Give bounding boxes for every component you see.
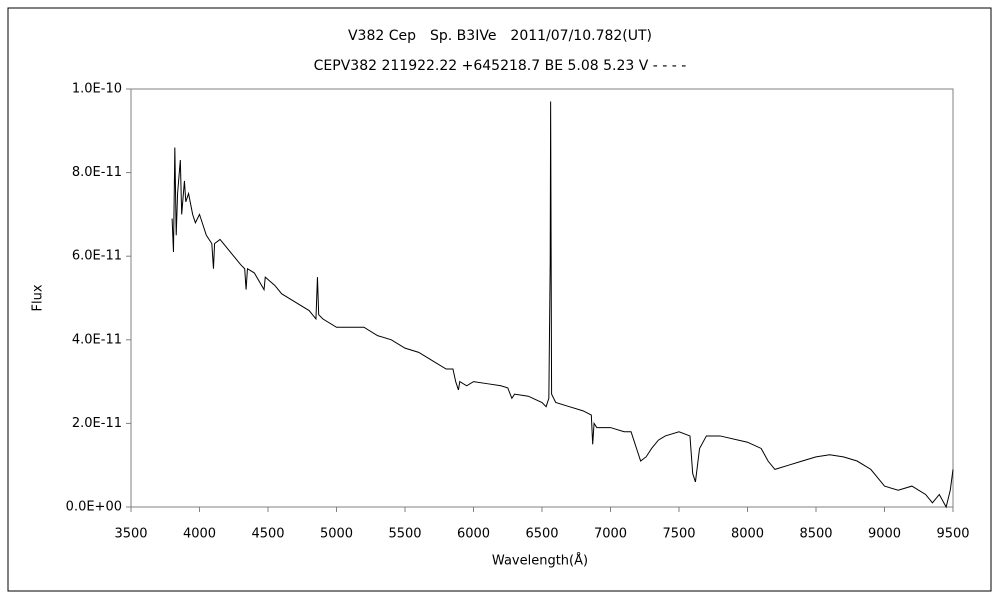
x-tick-label: 4500 [251,527,284,542]
x-tick-label: 6500 [525,527,558,542]
x-tick-label: 4000 [183,527,216,542]
plot-area [130,88,954,508]
x-tick-label: 8500 [799,527,832,542]
x-tick-label: 7000 [594,527,627,542]
y-tick-label: 0.0E+00 [66,500,122,515]
x-tick-label: 5000 [320,527,353,542]
x-tick-label: 7500 [662,527,695,542]
x-tick-label: 9000 [868,527,901,542]
spectrum-line [171,101,954,509]
y-tick-label: 1.0E-10 [72,82,122,97]
x-tick-label: 6000 [457,527,490,542]
y-tick-label: 4.0E-11 [72,332,122,347]
x-tick-label: 8000 [731,527,764,542]
y-tick-label: 2.0E-11 [72,416,122,431]
x-tick-label: 3500 [114,527,147,542]
y-axis-label: Flux [31,284,46,311]
chart-title: V382 Cep Sp. B3IVe 2011/07/10.782(UT) [348,28,652,44]
x-tick-label: 9500 [936,527,969,542]
y-tick-label: 6.0E-11 [72,249,122,264]
x-tick-label: 5500 [388,527,421,542]
chart-subtitle: CEPV382 211922.22 +645218.7 BE 5.08 5.23… [314,58,687,74]
y-tick-label: 8.0E-11 [72,165,122,180]
x-axis-label: Wavelength(Å) [492,553,588,569]
